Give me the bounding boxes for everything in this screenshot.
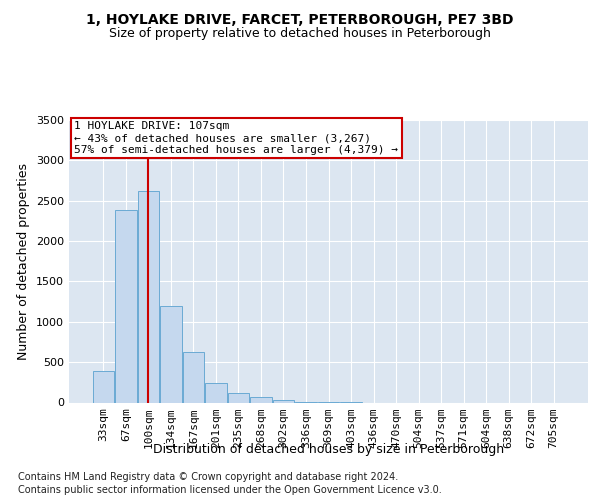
Text: Distribution of detached houses by size in Peterborough: Distribution of detached houses by size … bbox=[153, 442, 505, 456]
Bar bbox=[137, 191, 159, 402]
Text: 1, HOYLAKE DRIVE, FARCET, PETERBOROUGH, PE7 3BD: 1, HOYLAKE DRIVE, FARCET, PETERBOROUGH, … bbox=[86, 12, 514, 26]
Bar bbox=[182, 352, 204, 403]
Bar bbox=[92, 371, 114, 402]
Text: Contains public sector information licensed under the Open Government Licence v3: Contains public sector information licen… bbox=[18, 485, 442, 495]
Bar bbox=[205, 383, 227, 402]
Text: 1 HOYLAKE DRIVE: 107sqm
← 43% of detached houses are smaller (3,267)
57% of semi: 1 HOYLAKE DRIVE: 107sqm ← 43% of detache… bbox=[74, 122, 398, 154]
Bar bbox=[250, 397, 272, 402]
Bar bbox=[273, 400, 294, 402]
Bar bbox=[228, 393, 249, 402]
Bar bbox=[115, 210, 137, 402]
Y-axis label: Number of detached properties: Number of detached properties bbox=[17, 163, 31, 360]
Text: Size of property relative to detached houses in Peterborough: Size of property relative to detached ho… bbox=[109, 28, 491, 40]
Bar bbox=[160, 306, 182, 402]
Text: Contains HM Land Registry data © Crown copyright and database right 2024.: Contains HM Land Registry data © Crown c… bbox=[18, 472, 398, 482]
